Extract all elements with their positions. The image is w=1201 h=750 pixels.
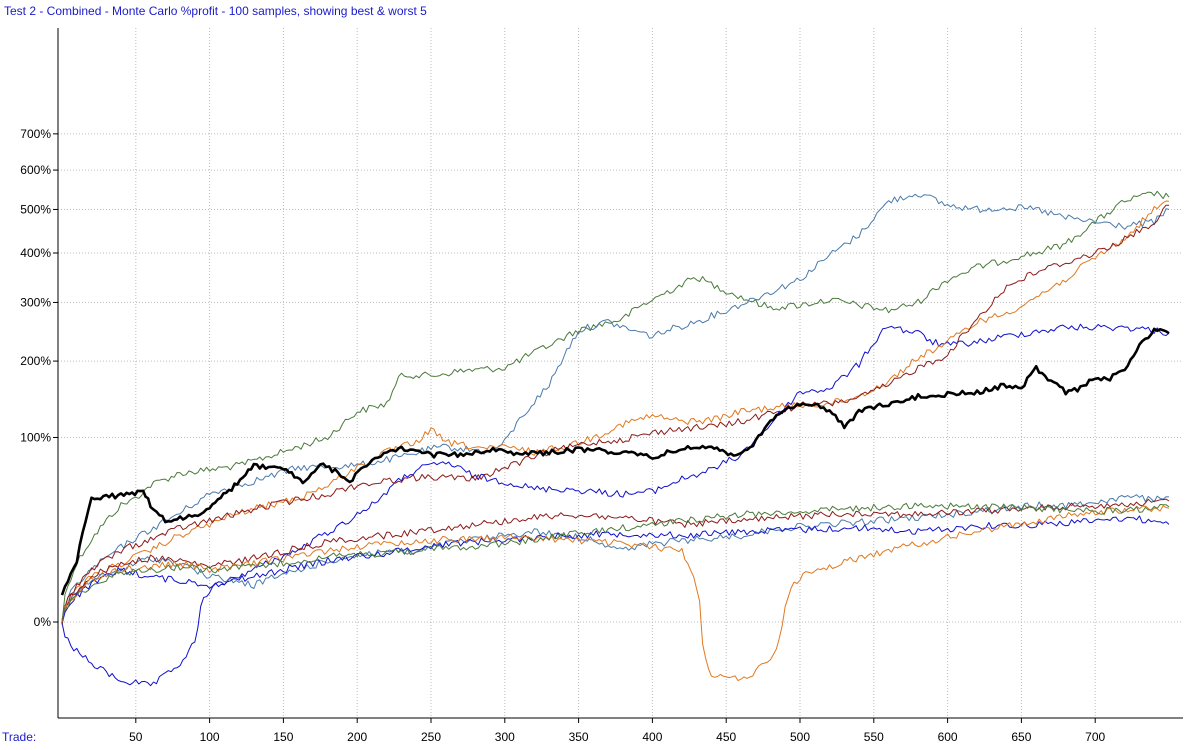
series-line (61, 505, 1170, 682)
series-line (61, 190, 1170, 624)
x-tick-label: 400 (642, 730, 662, 744)
x-tick-label: 700 (1085, 730, 1105, 744)
x-tick-label: 600 (938, 730, 958, 744)
x-tick-label: 350 (569, 730, 589, 744)
y-tick-label: 300% (20, 295, 51, 309)
chart-title: Test 2 - Combined - Monte Carlo %profit … (4, 4, 427, 18)
x-tick-label: 250 (421, 730, 441, 744)
x-tick-label: 450 (716, 730, 736, 744)
x-tick-label: 150 (273, 730, 293, 744)
x-tick-label: 50 (129, 730, 143, 744)
series-line (61, 323, 1170, 687)
series-line (61, 200, 1170, 621)
y-tick-label: 400% (20, 246, 51, 260)
series-line (60, 327, 1170, 596)
x-tick-label: 100 (200, 730, 220, 744)
y-tick-label: 100% (20, 431, 51, 445)
y-tick-label: 500% (20, 202, 51, 216)
series-line (61, 498, 1170, 625)
x-tick-label: 550 (864, 730, 884, 744)
y-tick-label: 700% (20, 127, 51, 141)
y-tick-label: 0% (34, 615, 52, 629)
x-axis-label: Trade: (2, 730, 37, 744)
y-tick-label: 600% (20, 163, 51, 177)
series-line (61, 193, 1170, 624)
series-line (61, 204, 1169, 620)
x-tick-label: 300 (495, 730, 515, 744)
series-line (61, 502, 1170, 621)
x-tick-label: 650 (1011, 730, 1031, 744)
x-tick-label: 200 (347, 730, 367, 744)
series-line (61, 515, 1170, 625)
y-tick-label: 200% (20, 354, 51, 368)
x-tick-label: 500 (790, 730, 810, 744)
